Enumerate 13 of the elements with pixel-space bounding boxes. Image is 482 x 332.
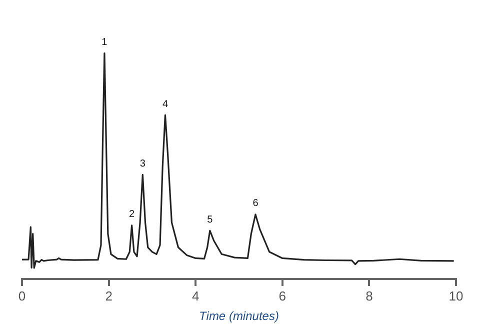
x-tick-label: 6 <box>278 288 286 304</box>
annotation: 2 <box>129 209 136 220</box>
x-tick-label: 10 <box>448 288 464 304</box>
annotation: 5 <box>207 214 214 226</box>
x-axis-title: Time (minutes) <box>199 309 279 324</box>
annotation: 3 <box>140 158 146 170</box>
x-tick-label: 2 <box>105 288 112 304</box>
x-tick-label: 8 <box>366 288 373 304</box>
annotation: 6 <box>252 198 259 210</box>
x-tick-label: 4 <box>192 288 200 304</box>
x-tick-label: 0 <box>18 288 26 304</box>
annotation: 1 <box>102 36 108 48</box>
annotation: 4 <box>162 98 168 110</box>
